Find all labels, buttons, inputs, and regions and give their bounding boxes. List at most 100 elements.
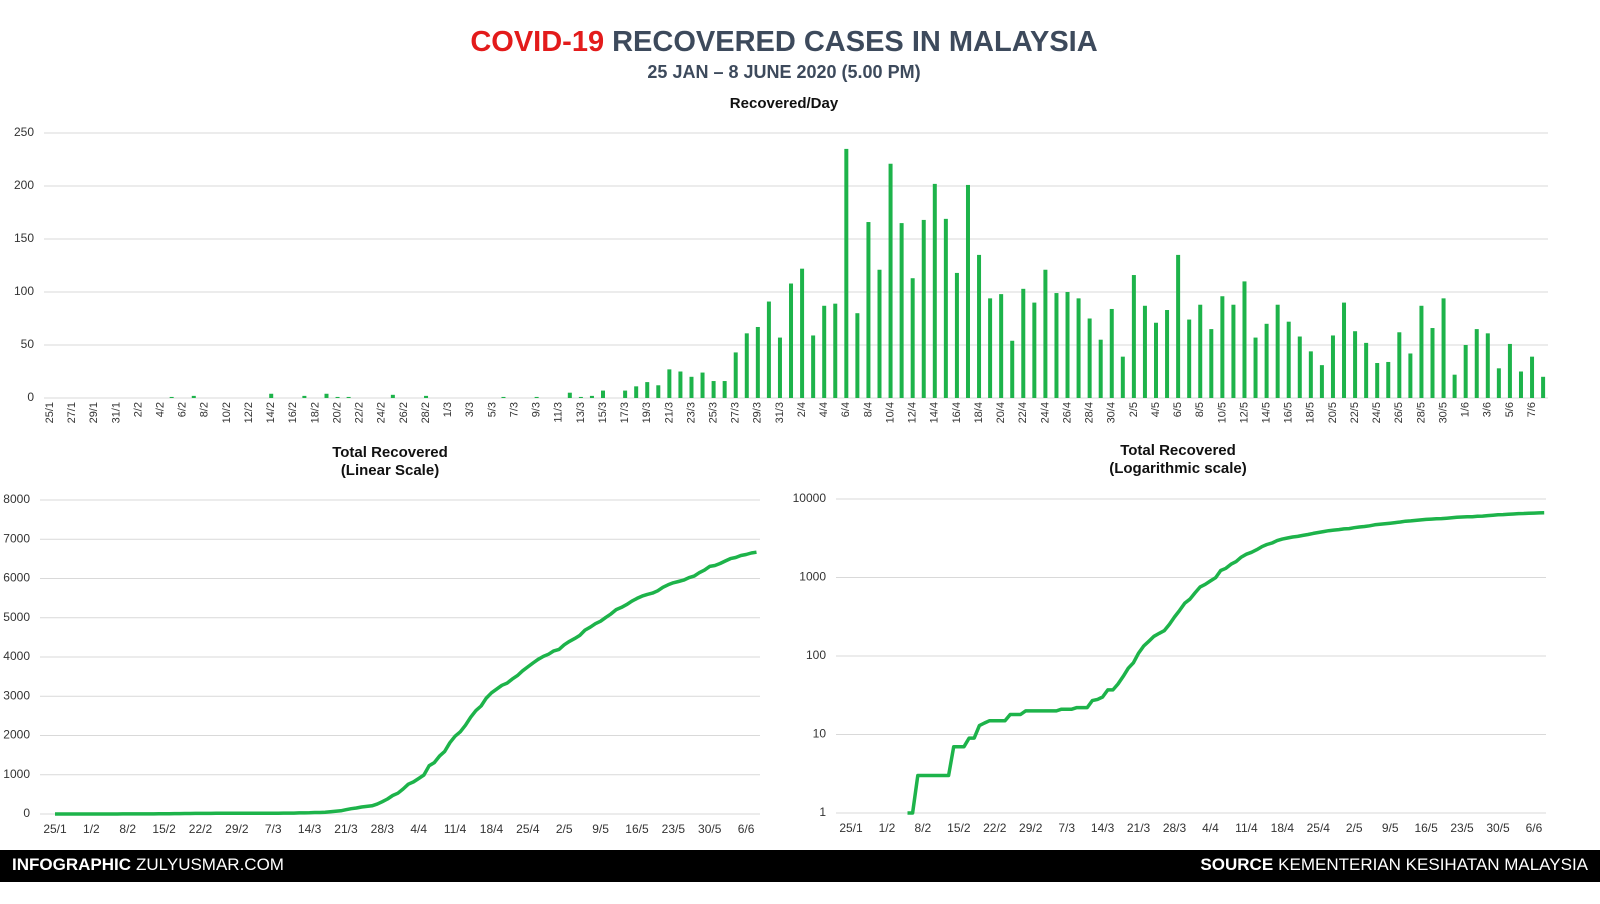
x-tick-label: 15/2	[947, 821, 971, 835]
x-tick-label: 8/5	[1194, 402, 1206, 417]
title-highlight: COVID-19	[470, 26, 604, 58]
x-tick-label: 4/4	[1202, 821, 1219, 835]
bar	[1297, 336, 1302, 398]
x-tick-label: 4/4	[410, 822, 427, 836]
bar	[1142, 305, 1147, 398]
bar	[1319, 365, 1324, 398]
y-tick-label: 50	[21, 337, 35, 351]
x-tick-label: 5/3	[486, 402, 498, 417]
bar	[335, 396, 340, 398]
bar	[1253, 337, 1258, 398]
bar	[1264, 323, 1269, 398]
x-tick-label: 3/3	[464, 402, 476, 417]
bar	[645, 382, 650, 398]
subtitle: 25 JAN – 8 JUNE 2020 (5.00 PM)	[647, 62, 920, 82]
bar	[988, 298, 993, 398]
x-tick-label: 22/2	[983, 821, 1007, 835]
x-tick-label: 2/5	[1128, 402, 1140, 417]
bar	[722, 381, 727, 398]
x-tick-label: 25/4	[516, 822, 540, 836]
y-tick-label: 100	[806, 648, 826, 662]
x-tick-label: 8/2	[119, 822, 136, 836]
y-tick-label: 1	[819, 805, 826, 819]
x-tick-label: 30/5	[1437, 402, 1449, 423]
bar	[744, 333, 749, 398]
x-tick-label: 1/2	[879, 821, 896, 835]
x-tick-label: 25/4	[1307, 821, 1331, 835]
x-tick-label: 18/4	[973, 402, 985, 423]
x-tick-label: 2/4	[796, 402, 808, 417]
bar	[1087, 318, 1092, 398]
bar	[1120, 356, 1125, 398]
bar	[1530, 356, 1535, 398]
x-tick-label: 16/5	[1414, 821, 1438, 835]
bar	[1131, 275, 1136, 398]
x-tick-label: 30/5	[1486, 821, 1510, 835]
x-tick-label: 23/5	[662, 822, 686, 836]
bar	[1198, 304, 1203, 398]
bar	[1308, 351, 1313, 398]
bar	[578, 396, 583, 398]
bar	[1010, 340, 1015, 398]
y-tick-label: 1000	[3, 767, 30, 781]
x-tick-label: 20/5	[1327, 402, 1339, 423]
bar	[800, 268, 805, 398]
x-tick-label: 16/2	[287, 402, 299, 423]
x-tick-label: 14/3	[298, 822, 322, 836]
y-tick-label: 4000	[3, 649, 30, 663]
x-tick-label: 21/3	[1127, 821, 1151, 835]
x-tick-label: 21/3	[663, 402, 675, 423]
x-tick-label: 28/5	[1415, 402, 1427, 423]
x-tick-label: 10/5	[1216, 402, 1228, 423]
bar	[1518, 371, 1523, 398]
bar	[700, 372, 705, 398]
x-tick-label: 15/3	[597, 402, 609, 423]
bar	[589, 395, 594, 398]
x-tick-label: 10/2	[221, 402, 233, 423]
bar	[1209, 329, 1214, 398]
footer-left-text: ZULYUSMAR.COM	[136, 855, 284, 874]
y-tick-label: 0	[27, 390, 34, 404]
bar	[977, 254, 982, 398]
x-tick-label: 23/5	[1450, 821, 1474, 835]
bar	[390, 394, 395, 398]
footer-left-label: INFOGRAPHIC	[12, 855, 131, 874]
bar	[623, 390, 628, 398]
x-tick-label: 21/3	[334, 822, 358, 836]
bar	[954, 272, 959, 398]
x-tick-label: 28/4	[1084, 402, 1096, 423]
bar	[567, 392, 572, 398]
bar	[1154, 322, 1158, 398]
bar	[1065, 292, 1070, 398]
y-tick-label: 8000	[3, 492, 30, 506]
x-tick-label: 22/5	[1349, 402, 1361, 423]
title-text: RECOVERED CASES IN MALAYSIA	[612, 26, 1098, 58]
x-tick-label: 6/4	[840, 402, 852, 417]
bar	[855, 313, 860, 398]
y-tick-label: 200	[14, 178, 34, 192]
x-tick-label: 22/4	[1017, 402, 1029, 423]
x-tick-label: 1/2	[83, 822, 100, 836]
bar	[965, 184, 970, 398]
line	[55, 550, 757, 816]
footer-left: INFOGRAPHIC ZULYUSMAR.COM	[12, 855, 284, 874]
x-tick-label: 26/5	[1393, 402, 1405, 423]
bar	[1430, 328, 1435, 398]
bar	[899, 223, 904, 398]
bar	[1220, 296, 1225, 398]
bar	[1021, 288, 1026, 398]
x-tick-label: 24/4	[1039, 402, 1051, 423]
x-tick-label: 1/6	[1460, 402, 1472, 417]
x-tick-label: 11/3	[553, 402, 565, 423]
x-tick-label: 28/3	[1163, 821, 1187, 835]
x-tick-label: 26/2	[398, 402, 410, 423]
x-tick-label: 25/1	[839, 821, 863, 835]
footer-right: SOURCE KEMENTERIAN KESIHATAN MALAYSIA	[1200, 855, 1588, 874]
x-tick-label: 6/5	[1172, 402, 1184, 417]
x-tick-label: 5/6	[1504, 402, 1516, 417]
bar	[844, 148, 849, 398]
x-tick-label: 27/1	[66, 402, 78, 423]
line	[907, 511, 1545, 815]
bar	[1187, 319, 1192, 398]
